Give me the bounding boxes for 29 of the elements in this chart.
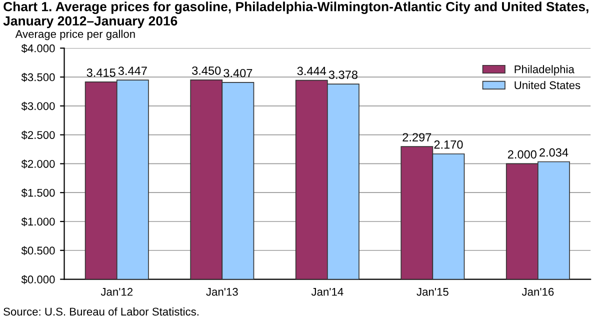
x-tick-label: Jan'12 — [100, 288, 133, 296]
legend-label: Philadelphia — [514, 65, 574, 76]
data-label: 2.000 — [508, 150, 536, 159]
data-label: 2.297 — [402, 133, 432, 142]
y-tick-label: $1.000 — [21, 217, 55, 226]
data-label: 2.170 — [434, 140, 463, 149]
y-tick-label: $2.500 — [21, 130, 55, 140]
data-label: 3.407 — [224, 68, 252, 78]
x-tick-label: Jan'16 — [522, 288, 554, 296]
data-label: 3.444 — [297, 66, 326, 76]
data-label: 3.378 — [328, 70, 358, 79]
x-tick-label: Jan'14 — [311, 288, 344, 296]
y-tick-label: $3.000 — [21, 102, 55, 111]
data-label: 2.034 — [540, 148, 568, 157]
data-label: 3.450 — [192, 66, 221, 75]
y-tick-label: $0.000 — [21, 275, 55, 284]
data-label: 3.447 — [118, 66, 147, 75]
y-tick-label: $2.000 — [21, 160, 55, 169]
data-label: 3.415 — [86, 68, 116, 77]
x-tick-label: Jan'15 — [416, 288, 448, 296]
y-tick-label: $1.500 — [21, 188, 55, 198]
x-tick-label: Jan'13 — [206, 288, 238, 296]
y-tick-label: $3.500 — [21, 72, 55, 82]
source-note: Source: U.S. Bureau of Labor Statistics. — [4, 307, 198, 316]
chart-title: Chart 1. Average prices for gasoline, Philadelphia-Wilmington-Atlantic City and United States, January 2012–January 2016 — [3, 2, 588, 28]
y-tick-label: $4.000 — [21, 44, 55, 53]
y-tick-label: $0.500 — [21, 246, 55, 256]
y-axis-title: Average price per gallon — [15, 30, 135, 40]
legend-label: United States — [514, 80, 580, 90]
